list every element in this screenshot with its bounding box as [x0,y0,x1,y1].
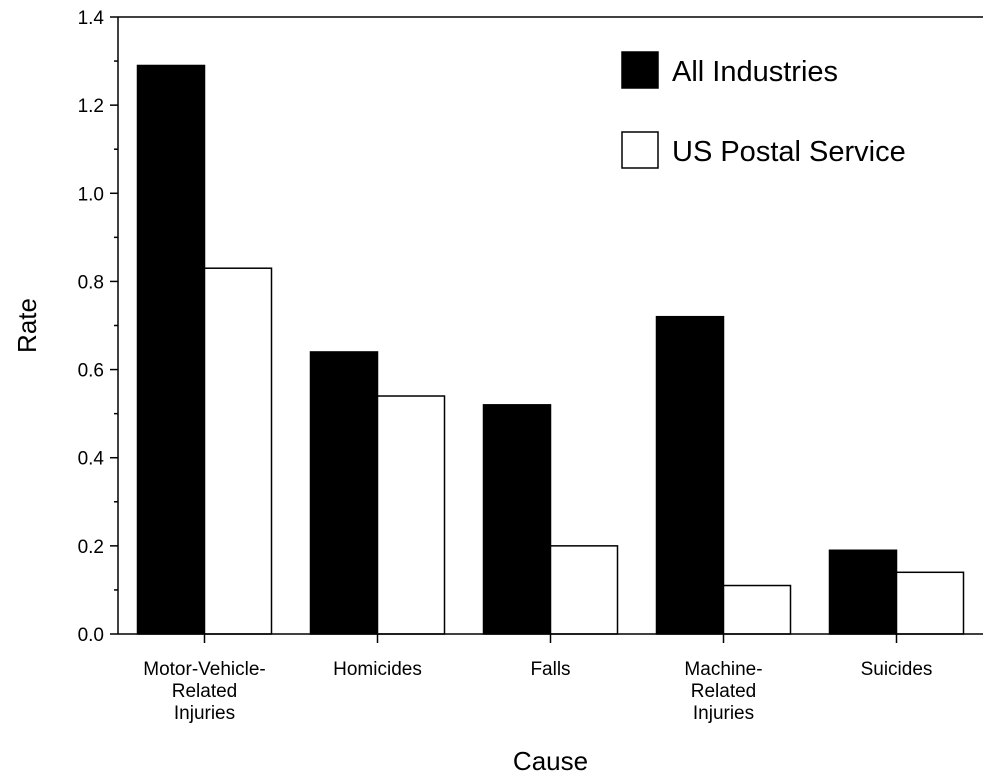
bar-us-postal-service-3 [722,584,792,635]
labels-layer: 0.00.20.40.60.81.01.21.4Motor-Vehicle-Re… [12,8,932,776]
y-tick-label: 0.0 [78,625,104,646]
bar-us-postal-service-4 [895,571,965,635]
y-tick-label: 0.8 [78,272,104,293]
x-category-label-line: Suicides [861,659,933,680]
bar-us-postal-service-1 [376,395,446,635]
x-category-label-line: Motor-Vehicle- [143,659,266,680]
y-tick-label: 1.2 [78,96,104,117]
y-tick-label: 0.4 [78,449,105,470]
x-category-label-line: Related [691,681,757,702]
axes-layer [110,16,983,643]
bar-all-industries-1 [309,351,379,635]
x-category-label-line: Injuries [693,703,754,724]
x-category-label-line: Falls [530,659,570,680]
y-tick-label: 0.2 [78,537,104,558]
y-tick-label: 0.6 [78,361,104,382]
legend-swatch-1 [621,131,659,169]
y-axis-title: Rate [12,298,42,353]
x-category-label: Motor-Vehicle-Related Injuries [143,659,266,724]
bars-layer [136,64,965,635]
legend-swatch-0 [621,51,659,89]
bar-us-postal-service-2 [549,545,619,635]
x-category-label-line: Machine- [684,659,762,680]
x-axis-title: Cause [513,746,588,776]
legend-label-1: US Postal Service [672,136,906,168]
x-category-label: Suicides [861,659,933,680]
x-category-label-line: Injuries [174,703,235,724]
bar-all-industries-2 [482,404,552,635]
x-category-label: Machine-Related Injuries [684,659,762,724]
bar-all-industries-3 [655,315,725,635]
bar-all-industries-0 [136,64,206,635]
x-category-label: Falls [530,659,570,680]
legend: All Industries US Postal Service [621,51,906,169]
x-category-label-line: Homicides [333,659,422,680]
bar-us-postal-service-0 [203,267,273,635]
x-category-label-line: Related [172,681,238,702]
y-tick-label: 1.0 [78,184,104,205]
y-tick-label: 1.4 [78,8,105,29]
bar-all-industries-4 [828,549,898,635]
x-category-label: Homicides [333,659,422,680]
legend-label-0: All Industries [672,56,838,88]
